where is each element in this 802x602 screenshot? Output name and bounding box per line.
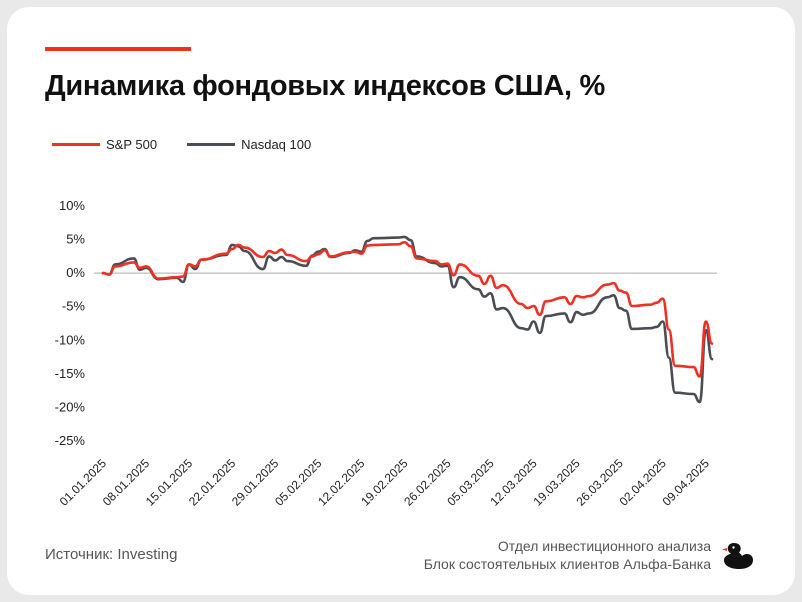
y-tick-label: 0% (66, 265, 85, 280)
chart-legend: S&P 500 Nasdaq 100 (52, 137, 341, 152)
series-line-sp500 (101, 241, 714, 378)
y-tick-label: -10% (55, 332, 86, 347)
legend-label-nasdaq: Nasdaq 100 (241, 137, 312, 152)
accent-line (45, 47, 191, 51)
y-tick-label: -5% (62, 299, 86, 314)
legend-swatch-nasdaq (187, 143, 236, 146)
y-tick-label: -25% (55, 433, 86, 448)
series-line-nasdaq (101, 235, 714, 404)
y-tick-label: -20% (55, 399, 86, 414)
legend-item-nasdaq: Nasdaq 100 (187, 137, 311, 152)
y-tick-label: -15% (55, 366, 86, 381)
source-note: Источник: Investing (45, 546, 178, 563)
footer-line-2: Блок состоятельных клиентов Альфа-Банка (423, 556, 711, 572)
x-tick-label: 09.04.2025 (660, 456, 713, 509)
duck-icon (722, 543, 753, 569)
legend-swatch-sp500 (52, 143, 100, 146)
footer-line-1: Отдел инвестиционного анализа (497, 538, 711, 554)
footer-credits: Отдел инвестиционного анализа Блок состо… (424, 537, 711, 573)
y-tick-label: 10% (59, 198, 85, 213)
y-tick-label: 5% (66, 232, 85, 247)
page-title: Динамика фондовых индексов США, % (45, 70, 606, 102)
legend-label-sp500: S&P 500 (106, 137, 158, 152)
legend-item-sp500: S&P 500 (52, 137, 157, 152)
